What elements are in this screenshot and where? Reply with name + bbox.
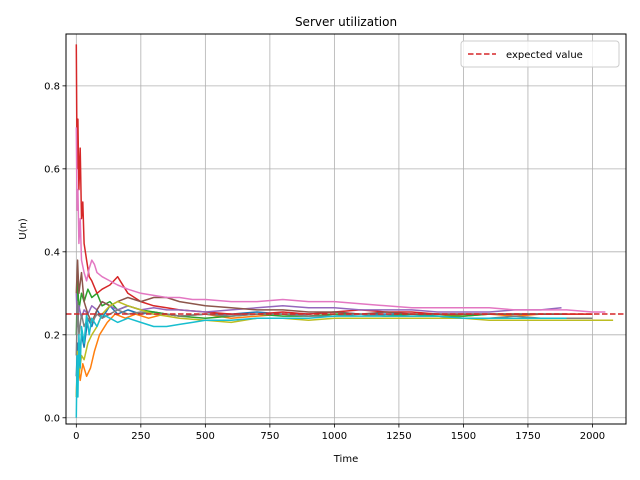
x-tick-label: 250 bbox=[131, 431, 150, 442]
x-axis-label: Time bbox=[333, 454, 358, 465]
x-tick-label: 2000 bbox=[580, 431, 605, 442]
legend: expected value bbox=[460, 40, 620, 68]
series-line-10 bbox=[75, 313, 567, 418]
x-tick-label: 750 bbox=[260, 431, 279, 442]
chart-title: Server utilization bbox=[295, 15, 397, 29]
x-tick-label: 1250 bbox=[386, 431, 411, 442]
y-tick-label: 0.2 bbox=[44, 330, 60, 341]
axis-ticks: 0 250 500 750 1000 1250 1500 1750 2000 0.0 0.2 0.4 0… bbox=[44, 81, 605, 442]
legend-expected-value-label: expected value bbox=[506, 50, 583, 61]
series-line-7 bbox=[75, 127, 606, 313]
x-tick-label: 1750 bbox=[515, 431, 540, 442]
plot-frame bbox=[65, 33, 627, 425]
grid bbox=[66, 34, 626, 424]
y-tick-label: 0.4 bbox=[44, 247, 60, 258]
x-tick-label: 500 bbox=[196, 431, 215, 442]
x-tick-label: 0 bbox=[73, 431, 79, 442]
legend-box bbox=[460, 40, 620, 68]
y-tick-label: 0.0 bbox=[44, 413, 60, 424]
y-tick-label: 0.8 bbox=[44, 81, 60, 92]
y-axis-label: U(n) bbox=[18, 218, 29, 240]
x-tick-label: 1500 bbox=[451, 431, 476, 442]
x-tick-label: 1000 bbox=[322, 431, 347, 442]
y-tick-label: 0.6 bbox=[44, 164, 60, 175]
